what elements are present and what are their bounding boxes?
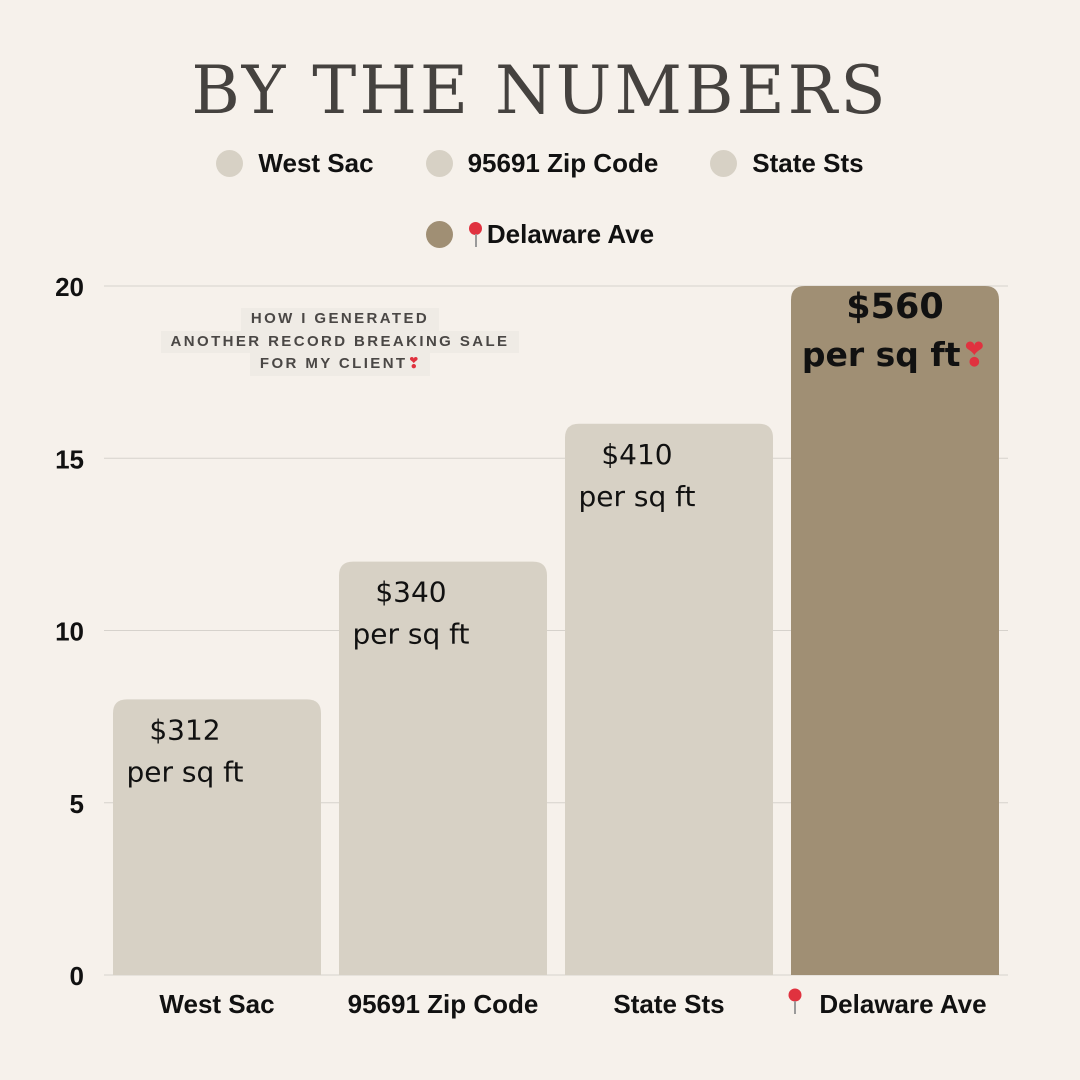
legend-swatch <box>425 221 453 248</box>
data-label-price: $560 <box>846 287 943 327</box>
y-tick-label: 5 <box>70 789 84 819</box>
legend-swatch <box>216 150 244 177</box>
legend-row-2: Delaware Ave <box>0 219 1080 250</box>
note-line-1: HOW I GENERATED <box>240 308 440 331</box>
chart-title: BY THE NUMBERS <box>191 52 889 129</box>
data-label-unit: per sq ft <box>126 755 243 788</box>
map-pin-icon <box>468 221 484 248</box>
legend-swatch <box>710 150 738 177</box>
legend-row-1: West Sac 95691 Zip Code State Sts <box>0 148 1080 179</box>
x-tick-label: West Sac <box>159 989 274 1019</box>
legend-label: West Sac <box>258 148 374 178</box>
legend-item-west-sac: West Sac <box>216 148 374 179</box>
y-tick-label: 0 <box>70 961 84 991</box>
data-label-price: $340 <box>375 576 446 609</box>
legend-label: State Sts <box>752 148 864 178</box>
bar <box>791 286 999 975</box>
bar <box>565 423 773 975</box>
legend-item-state-sts: State Sts <box>710 148 864 179</box>
x-tick-label: State Sts <box>613 989 724 1019</box>
x-tick-label: Delaware Ave <box>819 989 986 1019</box>
x-tick-label: 95691 Zip Code <box>348 989 539 1019</box>
data-label-price: $410 <box>601 438 672 471</box>
data-label-unit: per sq ft <box>578 480 695 513</box>
note-line-3: FOR MY CLIENT❣ <box>249 353 431 376</box>
heart-exclamation-icon: ❣ <box>407 353 421 376</box>
note-line-2: ANOTHER RECORD BREAKING SALE <box>160 330 520 353</box>
bar <box>113 699 321 975</box>
bar <box>339 561 547 975</box>
data-label-unit: per sq ft <box>352 618 469 651</box>
legend-item-delaware-ave: Delaware Ave <box>425 219 655 250</box>
data-label-unit: per sq ft❣ <box>802 335 988 374</box>
y-tick-label: 20 <box>55 272 84 302</box>
map-pin-icon <box>788 988 802 1002</box>
legend-item-zip-code: 95691 Zip Code <box>425 148 659 179</box>
legend-label: 95691 Zip Code <box>467 148 659 178</box>
heart-exclamation-icon: ❣ <box>961 335 989 374</box>
legend-swatch <box>425 150 453 177</box>
legend-label: Delaware Ave <box>486 219 655 249</box>
y-tick-label: 15 <box>55 444 84 474</box>
y-tick-label: 10 <box>55 617 84 647</box>
callout-note: HOW I GENERATED ANOTHER RECORD BREAKING … <box>150 308 530 376</box>
data-label-price: $312 <box>149 713 220 746</box>
